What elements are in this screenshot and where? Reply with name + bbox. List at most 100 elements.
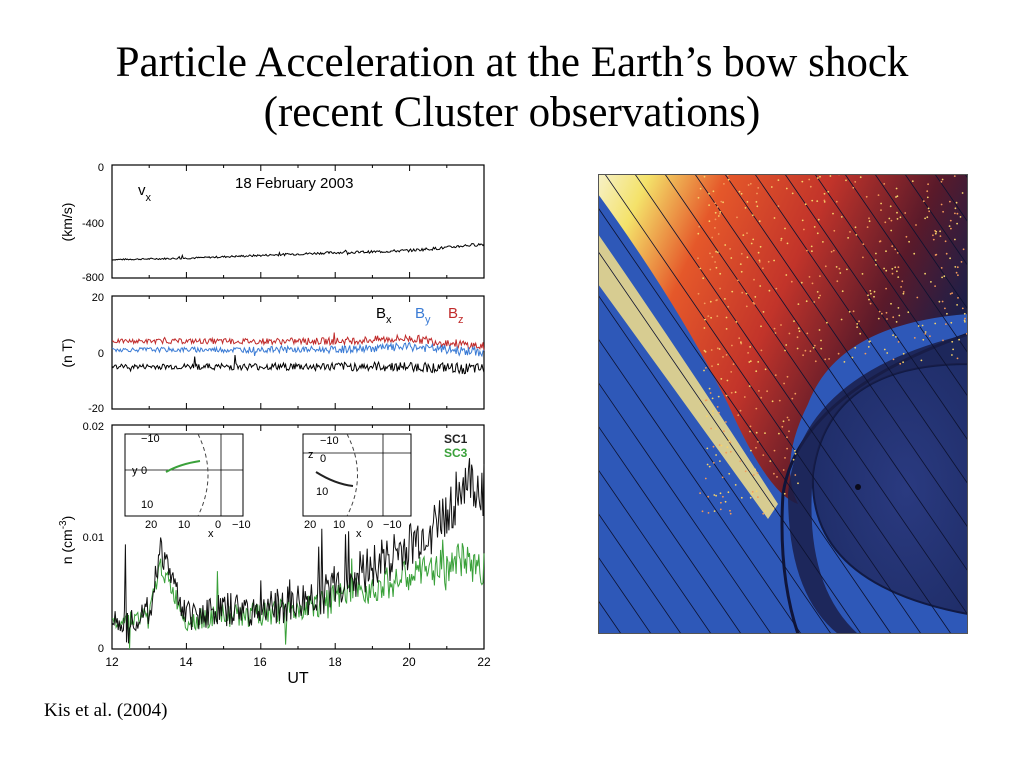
particle-dot (954, 266, 957, 268)
particle-dot (883, 267, 885, 270)
particle-dot (958, 338, 960, 341)
particle-dot (896, 252, 899, 254)
particle-dot (957, 297, 959, 299)
particle-dot (778, 399, 781, 402)
particle-dot (712, 413, 714, 416)
particle-dot (786, 375, 789, 378)
particle-dot (916, 296, 919, 299)
particle-dot (715, 266, 718, 269)
particle-dot (758, 390, 760, 392)
particle-dot (752, 238, 755, 241)
particle-dot (950, 227, 952, 230)
particle-dot (718, 348, 721, 350)
particle-dot (895, 187, 898, 190)
particle-dot (708, 220, 711, 223)
velocity-ytick-0: 0 (98, 162, 104, 174)
particle-dot (712, 445, 715, 448)
particle-dot (697, 196, 700, 199)
particle-dot (714, 218, 717, 221)
density-ytick-1: 0.01 (83, 532, 104, 544)
particle-dot (749, 425, 752, 428)
particle-dot (945, 252, 948, 255)
particle-dot (764, 510, 766, 512)
particle-dot (757, 496, 759, 498)
particle-dot (712, 461, 715, 464)
particle-dot (772, 507, 775, 510)
particle-dot (816, 200, 819, 202)
particle-dot (749, 496, 752, 499)
particle-dot (719, 287, 721, 290)
particle-dot (701, 510, 704, 513)
particle-dot (727, 305, 730, 308)
bfield-ylabel: (n T) (59, 338, 75, 367)
particle-dot (942, 210, 944, 213)
particle-dot (829, 175, 832, 177)
particle-dot (873, 295, 875, 298)
particle-dot (714, 227, 716, 229)
inset2-ytick-0: −10 (320, 435, 339, 447)
particle-dot (796, 347, 799, 350)
particle-dot (920, 359, 923, 362)
particle-dot (780, 324, 782, 326)
particle-dot (951, 292, 953, 294)
inset1-xtick-0: 20 (145, 519, 157, 531)
particle-dot (724, 244, 727, 246)
orbit-inset-xy: y −10 0 10 20 10 0 −10 x (124, 433, 251, 540)
particle-dot (697, 257, 699, 260)
particle-dot (808, 276, 811, 278)
sc1-series-line (111, 458, 485, 644)
magnetic-field-line (598, 468, 712, 634)
particle-dot (707, 315, 710, 317)
particle-dot (940, 203, 943, 206)
particle-dot (826, 321, 828, 324)
magnetic-field-line (604, 174, 922, 634)
particle-dot (961, 192, 964, 194)
particle-dot (862, 256, 864, 259)
particle-dot (729, 450, 732, 453)
inset1-ytick-1: 0 (141, 465, 147, 477)
particle-dot (726, 446, 729, 449)
particle-dot (953, 175, 956, 177)
magnetic-field-line (844, 174, 968, 354)
particle-dot (889, 205, 892, 208)
particle-dot (964, 320, 966, 323)
particle-dot (905, 235, 908, 238)
particle-dot (784, 227, 786, 230)
bfield-panel-frame (111, 295, 485, 410)
particle-dot (715, 428, 717, 430)
particle-dot (823, 199, 826, 202)
particle-dot (784, 349, 786, 352)
particle-dot (785, 274, 788, 276)
particle-dot (913, 252, 916, 255)
particle-dot (945, 323, 947, 325)
particle-dot (755, 446, 757, 449)
particle-dot (719, 212, 721, 215)
particle-dot (725, 394, 728, 397)
particle-dot (926, 216, 929, 219)
particle-dot (780, 237, 783, 240)
particle-dot (782, 469, 785, 471)
particle-dot (824, 358, 827, 361)
particle-dot (896, 218, 899, 220)
particle-dot (764, 368, 767, 371)
particle-dot (788, 332, 791, 335)
particle-dot (755, 370, 758, 373)
particle-dot (899, 362, 902, 365)
particle-dot (704, 318, 706, 321)
particle-dot (934, 254, 937, 256)
magnetic-field-line (634, 174, 952, 634)
particle-dot (755, 407, 758, 410)
particle-dot (963, 319, 966, 322)
particle-dot (757, 187, 760, 189)
particle-dot (956, 266, 959, 269)
particle-dot (859, 176, 862, 179)
particle-dot (730, 371, 733, 373)
particle-dot (837, 352, 840, 355)
particle-dot (948, 225, 951, 227)
particle-dot (843, 361, 846, 363)
particle-dot (895, 321, 898, 323)
inset2-xtick-1: 10 (333, 519, 345, 531)
particle-dot (792, 458, 795, 461)
particle-dot (744, 470, 747, 473)
magnetic-field-line (754, 174, 968, 485)
